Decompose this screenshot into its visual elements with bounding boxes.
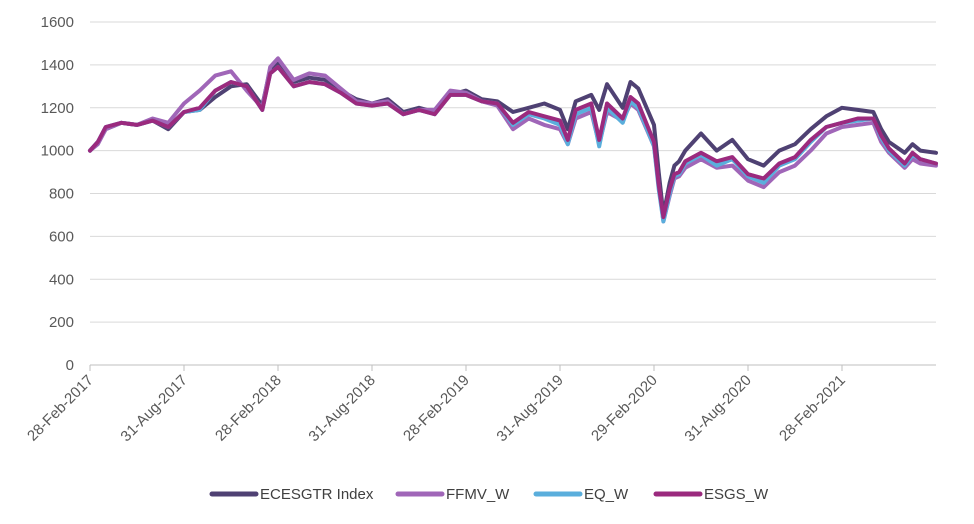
legend: ECESGTR Index FFMV_W EQ_W ESGS_W — [209, 486, 769, 503]
x-tick-label: 28-Feb-2021 — [776, 372, 849, 445]
y-tick-label: 200 — [49, 314, 74, 331]
y-tick-label: 400 — [49, 271, 74, 288]
legend-label: EQ_W — [584, 486, 629, 503]
legend-label: ECESGTR Index — [260, 486, 374, 503]
series-lines — [88, 56, 938, 224]
x-tick-label: 31-Aug-2019 — [493, 372, 566, 445]
x-tick-label: 28-Feb-2018 — [212, 372, 285, 445]
x-tick-label: 28-Feb-2019 — [400, 372, 473, 445]
x-tick-label: 31-Aug-2017 — [117, 372, 190, 445]
y-tick-label: 0 — [66, 357, 74, 374]
y-tick-label: 1200 — [41, 100, 74, 117]
x-tick-label: 28-Feb-2017 — [24, 372, 97, 445]
y-tick-label: 600 — [49, 228, 74, 245]
gridlines — [90, 21, 936, 366]
x-tick-label: 31-Aug-2018 — [305, 372, 378, 445]
y-tick-label: 1000 — [41, 143, 74, 160]
y-axis: 0 200 400 600 800 1000 1200 1400 1600 — [41, 14, 74, 374]
x-tick-label: 29-Feb-2020 — [588, 372, 661, 445]
legend-label: ESGS_W — [704, 486, 769, 503]
legend-label: FFMV_W — [446, 486, 510, 503]
x-axis: 28-Feb-2017 31-Aug-2017 28-Feb-2018 31-Aug-… — [24, 365, 849, 445]
x-tick-label: 31-Aug-2020 — [681, 372, 754, 445]
series-line-esgs-w — [88, 65, 938, 220]
y-tick-label: 800 — [49, 186, 74, 203]
y-tick-label: 1400 — [41, 57, 74, 74]
y-tick-label: 1600 — [41, 14, 74, 31]
